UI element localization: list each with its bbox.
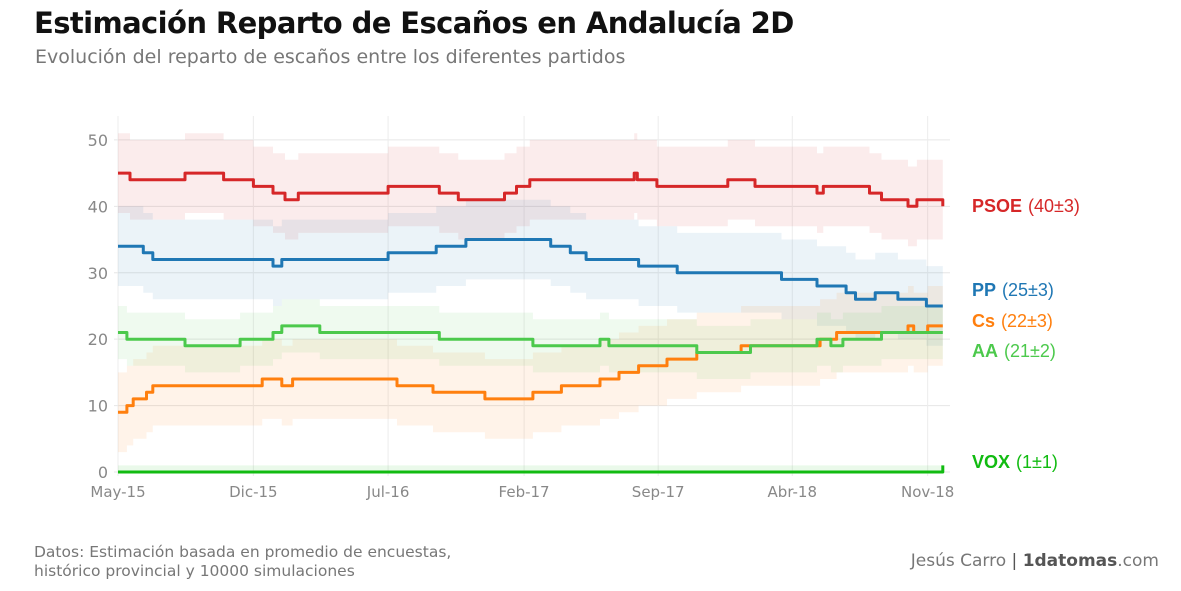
x-axis-ticks: May-15 Dic-15 Jul-16 Feb-17 Sep-17 Abr-18 Nov-… <box>90 483 954 501</box>
series-label-aa: AA (21±2) <box>972 341 1056 361</box>
x-tick-label: Feb-17 <box>499 483 550 501</box>
y-tick-label: 30 <box>88 264 108 283</box>
series-end-labels: PSOE (40±3) PP (25±3) Cs (22±3)AA (21±2) VOX (1±… <box>972 196 1080 472</box>
x-tick-label: Nov-18 <box>901 483 954 501</box>
x-tick-label: Jul-16 <box>366 483 410 501</box>
data-source-note: Datos: Estimación basada en promedio de … <box>34 543 451 581</box>
author-name: Jesús Carro <box>910 551 1007 571</box>
series-range: (1±1) <box>1016 452 1058 472</box>
series-range: (25±3) <box>1002 280 1054 300</box>
series-name: AA <box>972 341 998 361</box>
y-tick-label: 10 <box>88 397 108 416</box>
series-label-psoe: PSOE (40±3) <box>972 196 1080 216</box>
band-psoe <box>118 133 943 247</box>
credit-separator: | <box>1011 551 1018 571</box>
brand-name: 1datomas <box>1022 551 1118 571</box>
series-line-vox <box>118 465 945 474</box>
series-line-psoe <box>118 171 945 208</box>
y-tick-label: 40 <box>88 197 108 216</box>
author-credit: Jesús Carro | 1datomas.com <box>911 551 1159 571</box>
band-vox <box>118 458 943 472</box>
series-lines <box>118 171 945 474</box>
band-cs <box>118 286 943 453</box>
chart-subtitle: Evolución del reparto de escaños entre l… <box>35 46 626 68</box>
series-label-vox: VOX (1±1) <box>972 452 1058 472</box>
y-tick-label: 0 <box>98 463 108 482</box>
x-tick-label: Dic-15 <box>229 483 277 501</box>
chart-title: Estimación Reparto de Escaños en Andaluc… <box>34 6 794 40</box>
source-line-1: Datos: Estimación basada en promedio de … <box>34 543 452 561</box>
band-pp <box>118 199 943 346</box>
source-line-2: histórico provincial y 10000 simulacione… <box>34 562 355 580</box>
series-name: VOX <box>972 452 1010 472</box>
y-axis-ticks: 0 10 20 30 40 50 <box>88 131 108 482</box>
x-tick-label: May-15 <box>90 483 145 501</box>
series-name: PSOE <box>972 196 1022 216</box>
series-line-pp <box>118 238 943 308</box>
x-tick-label: Sep-17 <box>632 483 685 501</box>
series-range: (22±3) <box>1001 311 1053 331</box>
y-tick-label: 20 <box>88 330 108 349</box>
series-name: Cs <box>972 311 995 331</box>
series-range: (21±2) <box>1004 341 1056 361</box>
series-label-cs: Cs (22±3) <box>972 311 1053 331</box>
series-label-pp: PP (25±3) <box>972 280 1054 300</box>
series-name: PP <box>972 280 996 300</box>
x-tick-label: Abr-18 <box>768 483 818 501</box>
y-tick-label: 50 <box>88 131 108 150</box>
series-range: (40±3) <box>1028 196 1080 216</box>
series-line-aa <box>118 324 943 354</box>
brand-domain: .com <box>1117 551 1159 571</box>
